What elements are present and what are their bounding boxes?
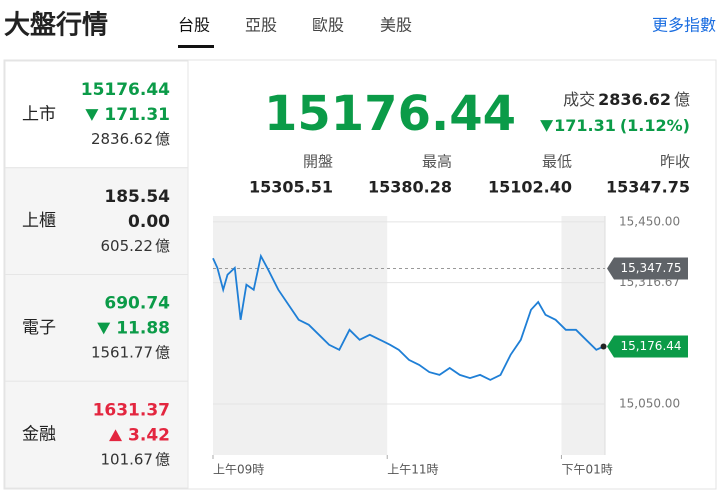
volume-unit: 億 xyxy=(155,343,170,361)
price-tag-label: 15,347.75 xyxy=(620,261,681,275)
volume-value: 605.22 xyxy=(100,236,153,254)
arrow-down xyxy=(85,109,99,121)
tab[interactable]: 亞股 xyxy=(245,16,277,35)
arrow-up xyxy=(109,429,123,442)
y-tick-label: 15,450.00 xyxy=(619,214,680,228)
market-volume: 1561.77 億 xyxy=(91,343,170,361)
volume-value: 1561.77 xyxy=(91,343,153,361)
market-volume: 605.22 億 xyxy=(100,236,170,254)
market-change: 3.42 xyxy=(128,425,170,445)
stat-value: 15380.28 xyxy=(368,178,452,197)
title: 大盤行情 xyxy=(4,10,108,41)
stat-value: 15102.40 xyxy=(488,178,572,197)
summary-change: 171.31 (1.12%) xyxy=(554,116,690,135)
session-shade xyxy=(213,216,388,455)
volume-value: 2836.62 xyxy=(598,90,671,109)
summary-volume: 成交 2836.62 億 xyxy=(563,90,690,109)
price-tag xyxy=(607,257,688,280)
market-change: 11.88 xyxy=(116,319,170,339)
market-price: 185.54 xyxy=(104,187,170,207)
price-tag xyxy=(607,335,688,358)
stat-label: 最低 xyxy=(542,153,572,171)
market-volume: 2836.62 億 xyxy=(91,130,170,148)
tab[interactable]: 台股 xyxy=(178,16,210,35)
market-row[interactable] xyxy=(4,274,189,382)
volume-value: 2836.62 xyxy=(91,130,153,148)
market-name: 電子 xyxy=(22,318,56,338)
market-row[interactable] xyxy=(4,380,189,489)
card xyxy=(3,59,717,490)
more-link[interactable]: 更多指數 xyxy=(652,16,716,35)
last-dot xyxy=(600,343,607,350)
stat-value: 15305.51 xyxy=(249,178,333,197)
y-tick-label: 15,050.00 xyxy=(619,397,680,411)
more-link-text[interactable]: 更多指數 xyxy=(652,16,716,35)
x-tick-label: 上午09時 xyxy=(213,463,264,477)
market-name: 上櫃 xyxy=(22,211,56,231)
market-change: 0.00 xyxy=(128,212,170,232)
volume-label: 成交 xyxy=(563,90,595,109)
volume-unit: 億 xyxy=(674,90,690,109)
market-name: 金融 xyxy=(22,425,56,445)
change-pct: (1.12%) xyxy=(620,116,690,135)
x-tick-label: 下午01時 xyxy=(561,463,612,477)
market-row[interactable] xyxy=(4,167,189,275)
tab[interactable]: 美股 xyxy=(380,16,412,35)
market-row[interactable] xyxy=(4,60,189,169)
volume-unit: 億 xyxy=(155,236,170,254)
session-shade xyxy=(561,216,605,455)
stat-value: 15347.75 xyxy=(606,178,690,197)
tab-underline xyxy=(178,45,214,48)
stat-label: 昨收 xyxy=(660,153,690,171)
volume-unit: 億 xyxy=(155,450,170,468)
price-tag-label: 15,176.44 xyxy=(620,339,681,353)
volume-unit: 億 xyxy=(155,130,170,148)
main-price: 15176.44 xyxy=(264,86,516,142)
x-tick-label: 上午11時 xyxy=(387,463,438,477)
market-price: 15176.44 xyxy=(81,80,170,100)
market-price: 690.74 xyxy=(104,294,170,314)
volume-value: 101.67 xyxy=(100,450,153,468)
stat-label: 開盤 xyxy=(303,153,333,171)
market-name: 上市 xyxy=(22,104,56,124)
market-volume: 101.67 億 xyxy=(100,450,170,468)
market-price: 1631.37 xyxy=(93,400,170,420)
arrow-down xyxy=(540,120,554,132)
change-value: 171.31 xyxy=(554,116,616,135)
arrow-down xyxy=(97,322,111,335)
price-line xyxy=(212,253,604,381)
tab[interactable]: 歐股 xyxy=(312,16,344,35)
stat-label: 最高 xyxy=(422,153,452,171)
market-change: 171.31 xyxy=(104,105,170,125)
